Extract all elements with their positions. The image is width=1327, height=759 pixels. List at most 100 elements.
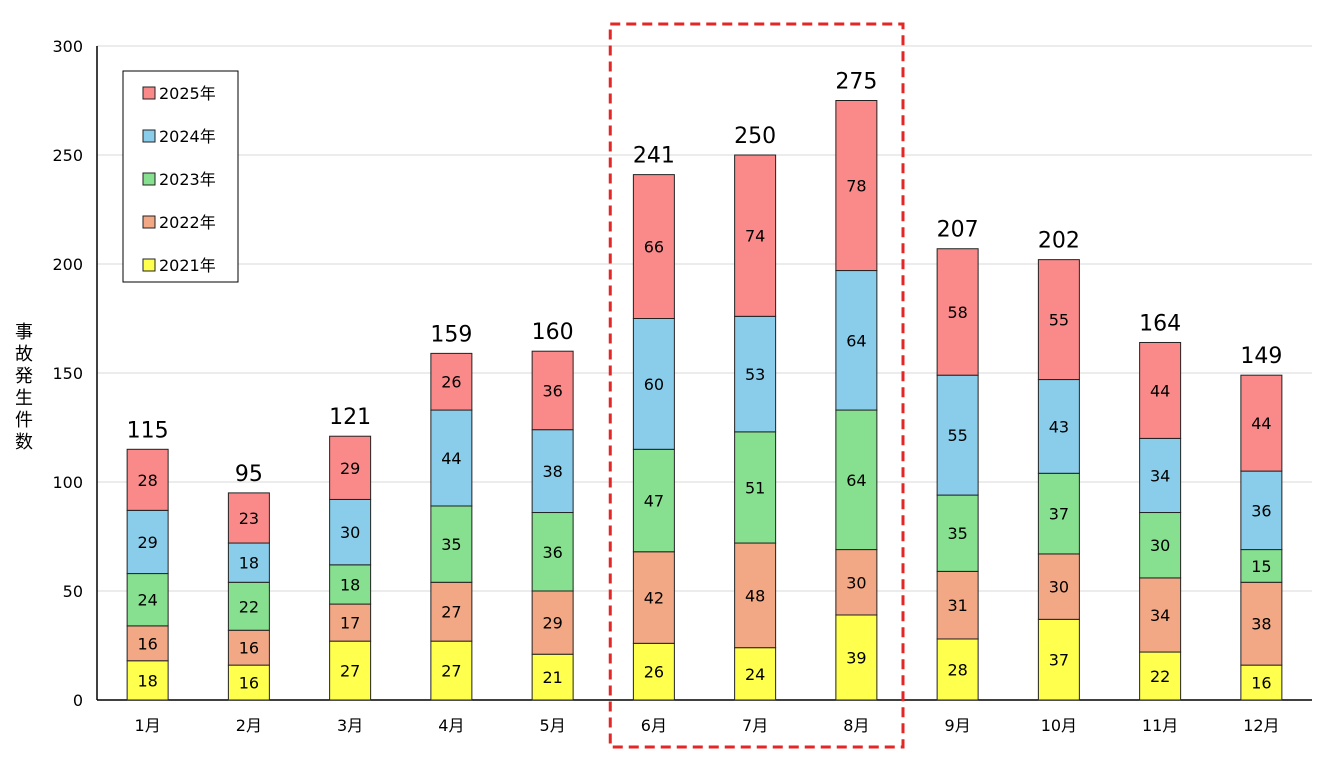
bar-total-label: 202	[1038, 229, 1080, 254]
segment-value-label: 18	[137, 671, 157, 690]
segment-value-label: 23	[239, 509, 259, 528]
bar-segment	[329, 603, 372, 642]
segment-value-label: 29	[137, 533, 157, 552]
bar-segment	[227, 492, 270, 544]
bar-segment	[531, 653, 574, 701]
x-tick-label: 12月	[1243, 716, 1279, 735]
bar-segment	[835, 270, 878, 411]
segment-value-label: 27	[441, 662, 461, 681]
bar-segment	[632, 448, 675, 553]
segment-value-label: 18	[239, 554, 259, 573]
x-tick-label: 7月	[742, 716, 768, 735]
segment-value-label: 35	[441, 535, 461, 554]
segment-value-label: 30	[1049, 578, 1069, 597]
bar-total-label: 250	[734, 124, 776, 149]
bar-segment	[734, 154, 777, 317]
segment-value-label: 42	[644, 589, 664, 608]
bar-total-label: 160	[532, 320, 574, 345]
bar-total-label: 275	[835, 70, 877, 95]
segment-value-label: 24	[745, 665, 765, 684]
bar-segment	[1240, 374, 1283, 472]
segment-value-label: 36	[542, 381, 562, 400]
x-tick-label: 5月	[540, 716, 566, 735]
x-tick-label: 11月	[1142, 716, 1178, 735]
bar-segment	[835, 614, 878, 701]
bar-total-label: 95	[235, 462, 263, 487]
segment-value-label: 74	[745, 227, 765, 246]
bar-segment	[632, 551, 675, 644]
segment-value-label: 38	[1251, 615, 1271, 634]
bar-total-label: 159	[430, 322, 472, 347]
bar-segment	[936, 374, 979, 496]
bar-segment	[1037, 259, 1080, 381]
legend-label: 2025年	[159, 84, 216, 103]
bar-segment	[430, 505, 473, 583]
legend-label: 2023年	[159, 170, 216, 189]
legend-label: 2024年	[159, 127, 216, 146]
bar-segment	[1037, 379, 1080, 474]
segment-value-label: 36	[542, 543, 562, 562]
legend-label: 2021年	[159, 256, 216, 275]
bar-segment	[126, 625, 169, 662]
segment-value-label: 16	[137, 634, 157, 653]
segment-value-label: 51	[745, 478, 765, 497]
bar-segment	[1139, 512, 1182, 579]
bar-segment	[430, 352, 473, 411]
segment-value-label: 60	[644, 375, 664, 394]
y-tick-label: 150	[52, 364, 83, 383]
bar-segment	[1139, 577, 1182, 653]
bar-segment	[1240, 664, 1283, 701]
bar-segment	[835, 549, 878, 616]
legend-swatch	[142, 172, 156, 186]
segment-value-label: 27	[441, 603, 461, 622]
segment-value-label: 44	[441, 449, 461, 468]
bar-segment	[1037, 553, 1080, 620]
y-tick-label: 100	[52, 473, 83, 492]
segment-value-label: 22	[239, 597, 259, 616]
legend-swatch	[142, 86, 156, 100]
segment-value-label: 26	[441, 373, 461, 392]
x-tick-label: 4月	[438, 716, 464, 735]
bar-segment	[734, 315, 777, 433]
segment-value-label: 27	[340, 662, 360, 681]
segment-value-label: 64	[846, 331, 866, 350]
x-tick-label: 1月	[135, 716, 161, 735]
segment-value-label: 35	[947, 524, 967, 543]
segment-value-label: 29	[542, 614, 562, 633]
bar-segment	[835, 409, 878, 551]
bar-total-label: 121	[329, 405, 371, 430]
bar-segment	[1240, 549, 1283, 583]
bar-segment	[632, 174, 675, 319]
bar-segment	[936, 570, 979, 640]
segment-value-label: 16	[239, 674, 259, 693]
bar-segment	[1240, 581, 1283, 666]
bar-segment	[227, 581, 270, 631]
bar-segment	[936, 494, 979, 572]
segment-value-label: 16	[1251, 674, 1271, 693]
segment-value-label: 44	[1150, 381, 1170, 400]
bar-segment	[1139, 437, 1182, 514]
segment-value-label: 29	[340, 459, 360, 478]
bar-segment	[430, 409, 473, 507]
bar-segment	[329, 564, 372, 605]
bar-total-label: 207	[937, 218, 979, 243]
bar-segment	[1240, 470, 1283, 551]
segment-value-label: 17	[340, 614, 360, 633]
segment-value-label: 44	[1251, 414, 1271, 433]
y-tick-label: 50	[63, 582, 83, 601]
bar-segment	[126, 448, 169, 511]
segment-value-label: 24	[137, 591, 157, 610]
bar-segment	[1037, 618, 1080, 701]
segment-value-label: 34	[1150, 466, 1170, 485]
segment-value-label: 47	[644, 492, 664, 511]
bar-segment	[1139, 341, 1182, 439]
segment-value-label: 55	[1049, 311, 1069, 330]
bar-segment	[632, 318, 675, 450]
segment-value-label: 37	[1049, 651, 1069, 670]
legend-box	[122, 70, 239, 283]
segment-value-label: 30	[1150, 536, 1170, 555]
bar-segment	[329, 435, 372, 500]
segment-value-label: 30	[846, 573, 866, 592]
bar-segment	[1037, 472, 1080, 555]
legend-swatch	[142, 129, 156, 143]
